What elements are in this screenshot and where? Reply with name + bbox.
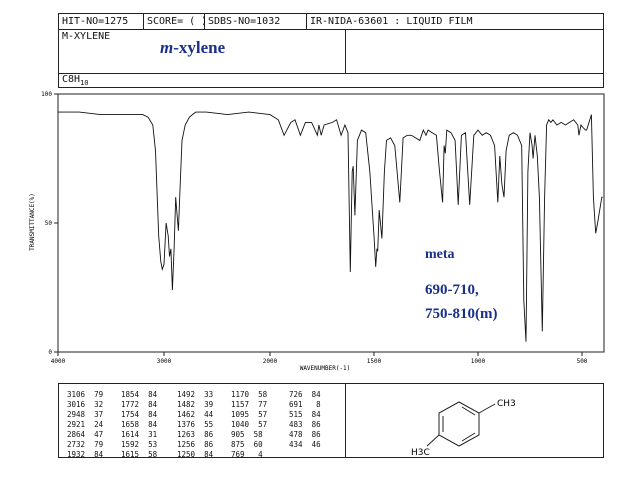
y-axis-label: TRANSMITTANCE(%): [29, 193, 36, 251]
header-row: HIT-NO=1275 SCORE= ( ) SDBS-NO=1032 IR-N…: [59, 14, 603, 30]
caption-suffix: -xylene: [173, 38, 226, 57]
peak-column: 726 84 691 8 515 84 483 86 478 86 434 46: [289, 390, 321, 449]
peak-column: 1492 33 1482 39 1462 44 1376 55 1263 86 …: [177, 390, 214, 459]
x-tick-label: 4000: [51, 358, 66, 365]
x-tick-label: 500: [577, 358, 588, 365]
peak-column: 3106 79 3016 32 2948 37 2921 24 2864 47 …: [67, 390, 104, 459]
y-tick-label: 50: [45, 220, 53, 227]
molecular-formula: C8H10: [62, 74, 89, 87]
annotation-range-1: 690-710,: [425, 282, 479, 298]
x-tick-label: 2000: [263, 358, 278, 365]
sdbs-no: SDBS-NO=1032: [205, 14, 307, 29]
methyl-bond-right: [478, 403, 496, 414]
ring-double-bond: [461, 406, 476, 416]
caption-prefix: m: [160, 38, 174, 57]
score: SCORE= ( ): [144, 14, 207, 29]
x-axis-label: WAVENUMBER(-1): [300, 365, 351, 372]
hit-no: HIT-NO=1275: [59, 14, 144, 29]
ir-info: IR-NIDA-63601 : LIQUID FILM: [310, 16, 473, 27]
peak-table: 3106 79 3016 32 2948 37 2921 24 2864 47 …: [58, 383, 604, 459]
ch3-left-label: H3C: [411, 448, 430, 457]
compound-name: M-XYLENE: [62, 31, 111, 42]
formula-sub: 10: [80, 79, 89, 87]
ch3-right-label: CH3: [497, 399, 516, 409]
benzene-ring: [438, 401, 480, 447]
structure-diagram: CH3 H3C: [411, 399, 516, 457]
y-tick-label: 100: [41, 91, 52, 98]
methyl-bond-left: [426, 434, 440, 447]
y-tick-label: 0: [48, 349, 52, 356]
x-tick-label: 1000: [471, 358, 486, 365]
peak-list: 3106 79 3016 32 2948 37 2921 24 2864 47 …: [59, 384, 346, 459]
peak-column: 1854 84 1772 84 1754 84 1658 84 1614 31 …: [121, 390, 158, 459]
annotation-meta: meta: [425, 247, 455, 262]
plot-frame: [57, 93, 605, 353]
annotation-range-2: 750-810(m): [425, 306, 498, 322]
spectrum-line: [58, 111, 603, 342]
header-box: HIT-NO=1275 SCORE= ( ) SDBS-NO=1032 IR-N…: [58, 13, 604, 88]
x-tick-label: 3000: [157, 358, 172, 365]
compound-caption: m-xylene: [160, 38, 225, 58]
formula-main: C8H: [62, 74, 81, 85]
name-cell: M-XYLENE: [59, 29, 346, 73]
name-row: M-XYLENE: [59, 29, 603, 74]
ring-double-bond: [461, 432, 476, 442]
x-tick-label: 1500: [367, 358, 382, 365]
peak-column: 1170 58 1157 77 1095 57 1040 57 905 58 8…: [231, 390, 268, 459]
